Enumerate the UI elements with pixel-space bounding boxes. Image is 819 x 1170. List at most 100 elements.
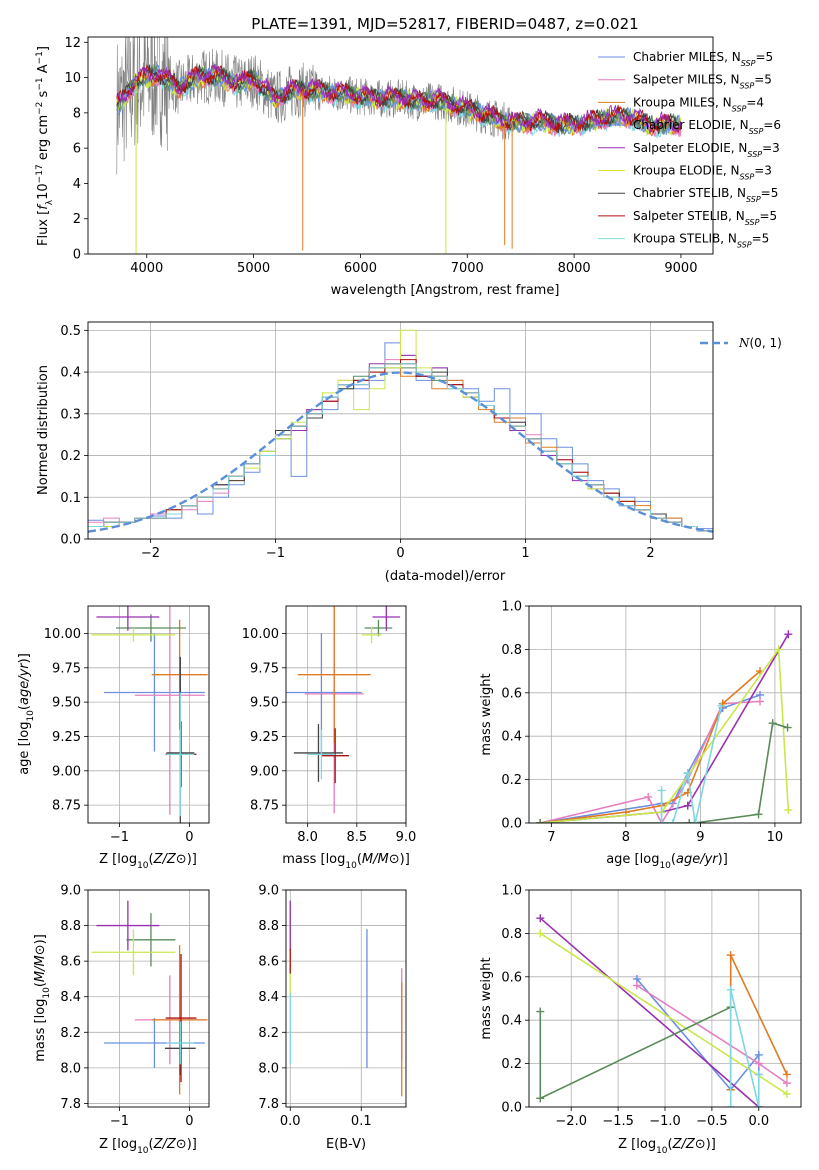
x-axis-label: age [log10(age/yr)] <box>606 852 728 871</box>
y-axis-label: mass weight <box>479 673 494 755</box>
x-tick-label: −1.0 <box>649 1114 681 1129</box>
legend-entry: Salpeter ELODIE, NSSP=3 <box>633 141 780 159</box>
x-tick-label: 0 <box>396 546 404 561</box>
y-tick-label: 8.8 <box>60 919 81 934</box>
plot-area <box>91 900 208 1095</box>
plot-area <box>116 37 682 254</box>
weight-vs-age-panel: 7 8 9 10 0.0 0.2 0.4 0.6 0.8 1.0 age [log10(age/yr… <box>479 600 802 871</box>
y-tick-label: 0.8 <box>501 927 522 942</box>
x-tick-label: 0.0 <box>280 1114 301 1129</box>
y-tick-label: 4 <box>73 177 81 192</box>
x-tick-label: −1 <box>110 830 129 845</box>
x-tick-label: 8 <box>622 830 630 845</box>
weight-series-line <box>539 932 788 1095</box>
y-tick-label: 0.0 <box>501 817 522 832</box>
model-spectrum-line <box>116 63 682 134</box>
residual-histogram-panel: −2 −1 0 1 2 0.0 0.1 0.2 0.3 0.4 0.5 (data-model)/er… <box>36 321 782 584</box>
y-axis-label: mass weight <box>479 957 494 1039</box>
y-tick-label: 9.0 <box>258 884 279 899</box>
y-tick-label: 0.6 <box>501 686 522 701</box>
y-tick-label: 7.8 <box>258 1097 279 1112</box>
weight-series-line <box>540 700 761 823</box>
weight-marker <box>783 723 792 732</box>
y-tick-label: 9.0 <box>60 884 81 899</box>
weight-series-line <box>540 670 761 823</box>
weight-series-line <box>540 647 790 823</box>
weight-marker <box>782 1070 791 1079</box>
weight-marker <box>657 786 666 795</box>
weight-marker <box>754 1059 763 1068</box>
y-axis-label: Flux [fλ10−17 erg cm−2 s−1 A−1] <box>35 46 55 246</box>
weight-marker <box>644 792 653 801</box>
y-tick-label: 9.50 <box>250 696 279 711</box>
x-tick-label: 0.0 <box>748 1114 769 1129</box>
y-tick-label: 0.1 <box>60 491 81 506</box>
weight-marker <box>756 697 765 706</box>
y-tick-label: 10.00 <box>242 627 279 642</box>
weight-series-line <box>540 694 761 823</box>
age-vs-mass-panel: 8.0 8.5 9.0 8.75 9.00 9.25 9.50 9.75 10.00 mass [… <box>242 605 416 871</box>
y-tick-label: 0.4 <box>501 1014 522 1029</box>
plot-area <box>536 630 793 823</box>
x-axis-label: E(B-V) <box>326 1137 366 1152</box>
x-axis-label: Z [log10(Z/Z⊙)] <box>618 1137 716 1156</box>
weight-marker <box>726 1103 735 1107</box>
x-tick-label: 10 <box>767 830 784 845</box>
y-tick-label: 8 <box>73 106 81 121</box>
axes-frame <box>285 605 407 824</box>
plot-area <box>289 900 403 1097</box>
y-tick-label: 10.00 <box>44 627 81 642</box>
residual-histogram-step <box>88 363 713 539</box>
legend-entry: N(0, 1) <box>738 336 782 350</box>
x-tick-label: 9000 <box>664 261 697 276</box>
y-tick-label: 9.25 <box>250 730 279 745</box>
x-tick-label: −2 <box>141 546 160 561</box>
y-tick-label: 8.6 <box>258 955 279 970</box>
axes-frame <box>528 605 802 824</box>
x-axis-label: mass [log10(M/M⊙)] <box>282 852 410 871</box>
y-tick-label: 9.00 <box>250 764 279 779</box>
weight-marker <box>782 1089 791 1098</box>
y-tick-label: 0.5 <box>60 324 81 339</box>
x-tick-label: −0.5 <box>696 1114 728 1129</box>
weight-marker <box>685 819 694 823</box>
weight-marker <box>632 981 641 990</box>
y-tick-label: 0.8 <box>501 643 522 658</box>
legend-entry: Chabrier ELODIE, NSSP=6 <box>633 118 781 136</box>
y-tick-label: 0.0 <box>501 1101 522 1116</box>
y-tick-label: 0.6 <box>501 970 522 985</box>
weight-marker <box>657 819 666 823</box>
weight-marker <box>782 1079 791 1088</box>
weight-marker <box>691 819 700 823</box>
weight-marker <box>754 1050 763 1059</box>
weight-series-line <box>540 633 789 823</box>
plot-area <box>286 606 401 814</box>
x-tick-label: −1 <box>110 1114 129 1129</box>
x-tick-label: 0 <box>185 830 193 845</box>
x-axis-label: Z [log10(Z/Z⊙)] <box>99 1137 197 1156</box>
y-tick-label: 8.6 <box>60 955 81 970</box>
legend-entry: Kroupa ELODIE, NSSP=3 <box>633 164 772 182</box>
weight-series-line <box>540 722 788 823</box>
legend-entry: Kroupa MILES, NSSP=4 <box>633 95 764 113</box>
y-axis-label: age [log10(age/yr)] <box>17 653 36 775</box>
x-axis-label: (data-model)/error <box>385 569 506 584</box>
legend-entry: Chabrier STELIB, NSSP=5 <box>633 186 778 204</box>
weight-marker <box>774 645 783 654</box>
weight-marker <box>536 914 545 923</box>
x-tick-label: 7 <box>547 830 555 845</box>
y-tick-label: 0.0 <box>60 533 81 548</box>
y-tick-label: 9.75 <box>250 661 279 676</box>
weight-marker <box>683 801 692 810</box>
axes-frame <box>87 36 714 255</box>
weight-marker <box>754 1070 763 1079</box>
weight-marker <box>754 810 763 819</box>
y-tick-label: 9.25 <box>52 730 81 745</box>
y-tick-label: 0.4 <box>60 366 81 381</box>
weight-marker <box>536 929 545 938</box>
y-tick-label: 8.0 <box>258 1061 279 1076</box>
x-tick-label: −1.5 <box>602 1114 634 1129</box>
x-tick-label: 7000 <box>451 261 484 276</box>
mass-vs-ebv-panel: 0.0 0.1 7.8 8.0 8.2 8.4 8.6 8.8 9.0 E(B-V) <box>258 884 407 1152</box>
x-tick-label: 4000 <box>130 261 163 276</box>
